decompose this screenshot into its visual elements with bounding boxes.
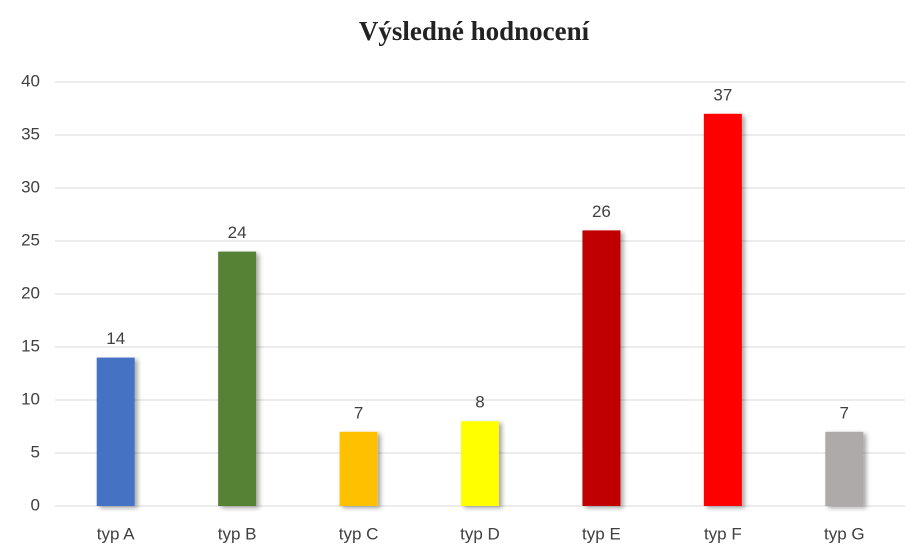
chart-title: Výsledné hodnocení (359, 16, 590, 46)
y-tick-label: 20 (21, 283, 40, 302)
data-label: 24 (228, 223, 247, 242)
y-tick-label: 10 (21, 389, 40, 408)
bar (825, 431, 864, 506)
y-tick-label: 15 (21, 336, 40, 355)
data-label: 7 (840, 403, 849, 422)
bar (96, 357, 135, 506)
y-tick-label: 0 (31, 495, 40, 514)
x-tick-label: typ E (582, 524, 621, 543)
bar (218, 251, 257, 506)
data-label: 37 (713, 85, 732, 104)
y-tick-label: 30 (21, 177, 40, 196)
bar (582, 230, 621, 506)
y-tick-label: 40 (21, 71, 40, 90)
data-label: 8 (475, 393, 484, 412)
data-label: 7 (354, 403, 363, 422)
x-tick-label: typ D (460, 524, 500, 543)
x-tick-label: typ G (824, 524, 865, 543)
bar (461, 421, 499, 506)
y-tick-label: 25 (21, 230, 40, 249)
bar (339, 431, 378, 506)
x-tick-label: typ A (97, 524, 135, 543)
data-label: 26 (592, 202, 611, 221)
x-tick-label: typ F (704, 524, 742, 543)
bar (703, 113, 742, 507)
data-label: 14 (106, 329, 125, 348)
y-tick-label: 5 (31, 442, 40, 461)
x-tick-label: typ B (218, 524, 257, 543)
y-tick-label: 35 (21, 124, 40, 143)
x-tick-label: typ C (339, 524, 379, 543)
